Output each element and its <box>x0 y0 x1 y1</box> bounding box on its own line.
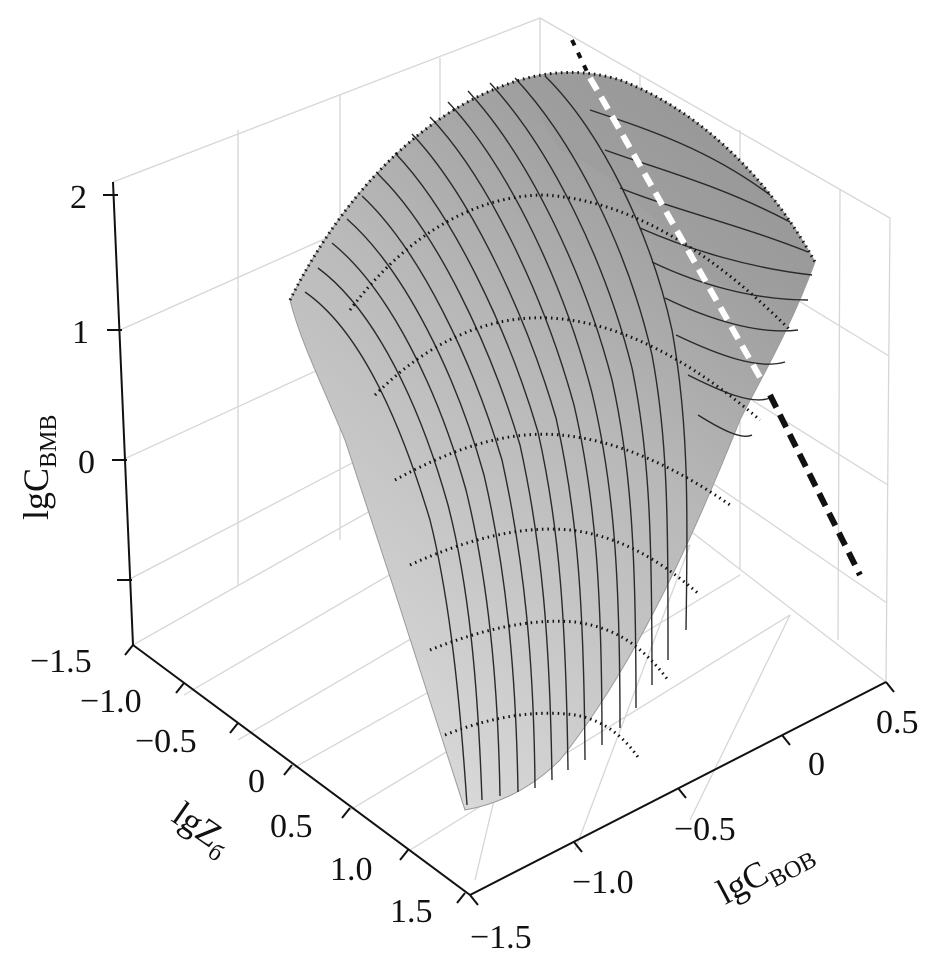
y-tick-label: 1.5 <box>390 893 433 930</box>
surface <box>289 71 816 811</box>
y-tick <box>399 849 409 861</box>
y-axis-line <box>132 644 471 896</box>
y-tick-label: 1.0 <box>330 851 373 888</box>
projection-white <box>587 76 773 397</box>
dotted-curve <box>409 527 701 597</box>
x-axis-title-main: lgC <box>710 852 775 912</box>
contour-line <box>361 195 536 789</box>
contour-line <box>346 218 519 793</box>
contour-line <box>697 414 753 437</box>
wall-edge <box>885 217 891 683</box>
y-tick-label: 0 <box>248 763 265 800</box>
contour-line <box>544 75 688 631</box>
dotted-sections <box>288 70 817 761</box>
contour-line <box>467 90 637 709</box>
right-wall-grid <box>837 189 841 641</box>
x-tick <box>677 787 687 799</box>
contour-line <box>619 187 809 253</box>
x-axis-title-sub: BOB <box>765 847 821 893</box>
y-tick <box>229 722 239 734</box>
floor-grid <box>409 614 791 851</box>
contour-line <box>604 149 791 223</box>
contour-line <box>651 261 809 301</box>
dotted-curve <box>444 711 642 761</box>
contour-line <box>664 297 799 332</box>
z-axis-title: lgCBMB <box>16 415 62 520</box>
contour-line <box>331 242 501 797</box>
x-tick <box>885 681 895 693</box>
contour-line <box>304 291 468 806</box>
contour-line <box>687 374 771 401</box>
contour-line <box>429 116 603 746</box>
contour-line <box>411 133 586 761</box>
dotted-curve <box>288 70 817 301</box>
dotted-curve <box>429 619 670 681</box>
x-tick-label: −1.0 <box>572 864 634 901</box>
z-axis: 2 1 0 lgCBMB <box>16 179 132 581</box>
contour-line <box>377 173 553 781</box>
z-tick-label: 1 <box>72 314 89 351</box>
y-tick-label: −1.0 <box>80 683 142 720</box>
y-tick <box>341 807 351 819</box>
y-tick <box>283 764 293 776</box>
x-tick <box>469 894 479 906</box>
z-tick-label: 0 <box>78 444 95 481</box>
floor-grid <box>689 614 791 821</box>
z-axis-line <box>112 181 134 646</box>
contour-line <box>639 227 813 276</box>
contour-line <box>489 82 653 686</box>
y-tick-label: −1.5 <box>30 643 92 680</box>
x-tick-label: −1.5 <box>470 919 532 956</box>
y-tick <box>456 892 466 904</box>
x-tick-label: −0.5 <box>674 811 736 848</box>
contour-line <box>514 77 669 661</box>
y-tick <box>175 682 185 694</box>
z-axis-title-main: lgC <box>16 468 56 520</box>
z-tick-label: 2 <box>70 179 87 216</box>
floor-grid <box>574 544 691 851</box>
projection-black <box>767 393 863 577</box>
y-axis: −1.5 −1.0 −0.5 0 0.5 1.0 1.5 lgZб <box>30 643 466 930</box>
surface-top-shade <box>520 72 815 291</box>
contour-line <box>394 152 569 771</box>
projection-line <box>570 39 863 577</box>
x-tick-label: 0 <box>808 746 825 783</box>
z-axis-title-sub: BMB <box>36 415 62 468</box>
dotted-curve <box>348 193 792 332</box>
x-tick-label: 0.5 <box>876 704 919 741</box>
y-tick-label: 0.5 <box>270 808 313 845</box>
contour-line <box>675 334 786 365</box>
contour-line <box>317 267 483 801</box>
y-tick <box>124 644 134 656</box>
x-tick <box>781 734 791 746</box>
contour-line <box>447 101 621 729</box>
y-tick-label: −0.5 <box>135 723 197 760</box>
contour-lines <box>304 75 813 806</box>
y-axis-title: lgZб <box>162 794 239 867</box>
x-tick <box>573 841 583 853</box>
